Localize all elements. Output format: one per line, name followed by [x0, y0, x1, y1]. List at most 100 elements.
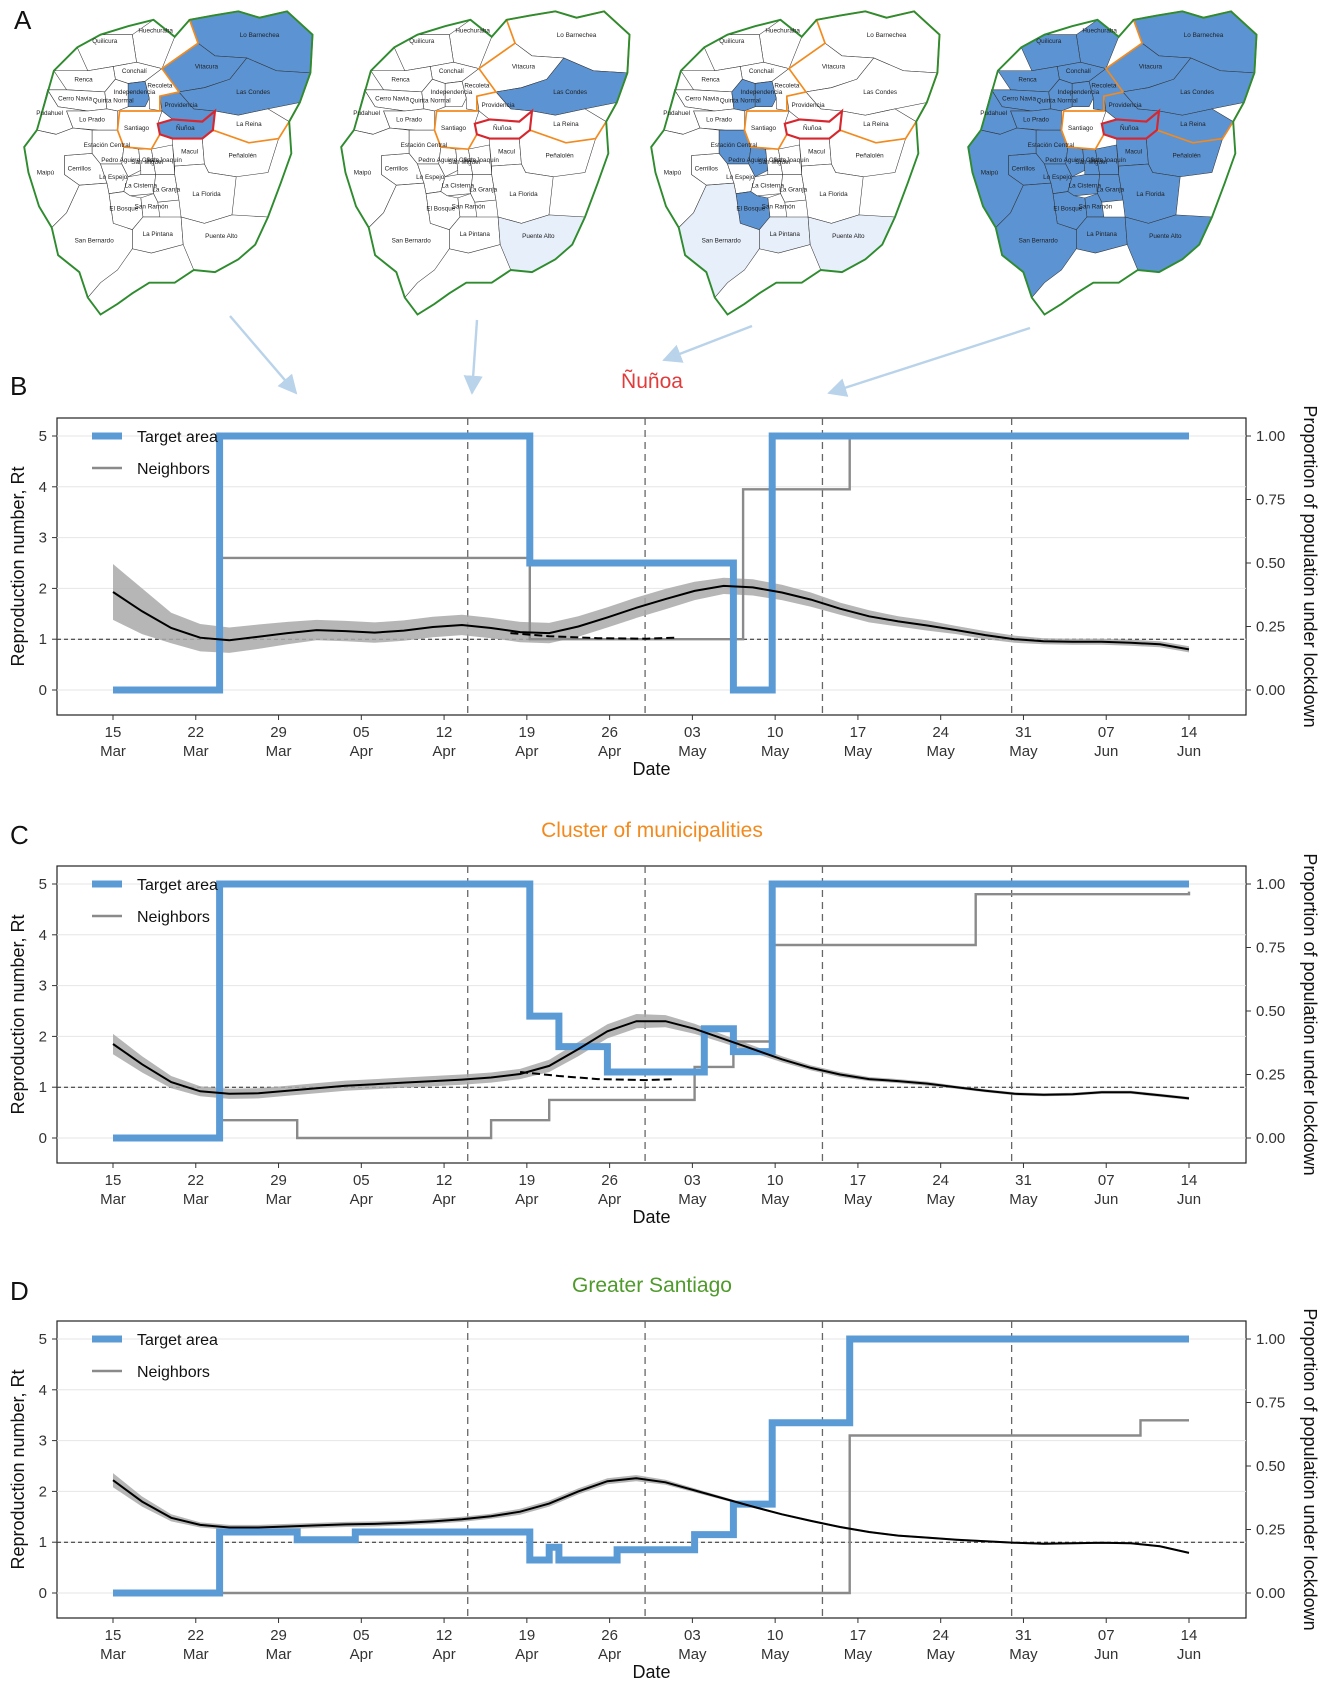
map-label: Cerrillos [68, 165, 91, 172]
x-tick-label: 14 [1181, 1627, 1198, 1644]
chart-panel-c: Cluster of municipalities 0123450.000.25… [8, 819, 1320, 1227]
map-label: Recoleta [464, 83, 490, 90]
map-label: Huechuraba [138, 28, 173, 35]
map-label: San Miguel [131, 159, 163, 166]
map-label: La Florida [192, 191, 221, 198]
x-tick-label: Mar [183, 1191, 209, 1208]
x-tick-label: Jun [1094, 743, 1118, 760]
x-tick-label: 10 [767, 724, 784, 741]
x-axis-title: Date [632, 1207, 670, 1227]
map-arrow-3 [662, 324, 753, 363]
x-tick-label: 19 [519, 724, 536, 741]
map-label: Providencia [1109, 102, 1143, 109]
map-label: Cerro Navia [375, 95, 409, 102]
municipality-la-granja [153, 174, 180, 203]
map-label: Estación Central [1028, 142, 1075, 149]
map-label: Pedro Aguirre Cerda [1045, 157, 1103, 164]
legend-label-target: Target area [137, 429, 218, 446]
y-tick-label: 4 [39, 927, 47, 944]
map-label: La Reina [1180, 121, 1206, 128]
map-label: Quinta Normal [410, 98, 451, 105]
y-tick-label: 1 [39, 631, 47, 648]
map-label: Cerrillos [1012, 165, 1035, 172]
map-label: Macul [808, 148, 825, 155]
x-tick-label: May [927, 743, 956, 760]
x-tick-label: 07 [1098, 724, 1115, 741]
map-label: Lo Barnechea [240, 32, 280, 39]
x-tick-label: May [844, 1646, 873, 1663]
target-area-step-line [113, 432, 1189, 694]
x-tick-label: Mar [266, 1646, 292, 1663]
map-label: Maipú [664, 170, 682, 177]
legend-label-neighbors: Neighbors [137, 1364, 210, 1381]
y-axis-title: Reproduction number, Rt [8, 914, 28, 1114]
map-arrow-4 [827, 326, 1031, 397]
map-label: Las Condes [236, 89, 270, 96]
y-axis-title: Reproduction number, Rt [8, 466, 28, 666]
map-label: La Florida [509, 191, 538, 198]
map-label: Cerrillos [695, 165, 718, 172]
panel-b-title: Ñuñoa [621, 369, 683, 393]
counterfactual-line [510, 632, 676, 640]
x-tick-label: 03 [684, 1627, 701, 1644]
chart-panel-d: Greater Santiago 0123450.000.250.500.751… [8, 1274, 1320, 1682]
map-label: La Cisterna [442, 182, 475, 189]
y-tick-label: 0 [39, 1585, 47, 1602]
map-label: Lo Espejo [99, 174, 128, 181]
nunoa-outline [473, 108, 534, 140]
panel-letter-b: B [10, 371, 27, 401]
map-label: Santiago [1068, 125, 1094, 132]
map-label: Macul [181, 148, 198, 155]
map-label: La Pintana [143, 231, 174, 238]
x-tick-label: 22 [187, 724, 204, 741]
map-label: Peñalolén [545, 153, 574, 160]
y-tick-label: 4 [39, 479, 47, 496]
x-tick-label: 24 [932, 1172, 949, 1189]
map-label: Puente Alto [832, 233, 865, 240]
x-tick-label: May [761, 743, 790, 760]
map-label: Pudahuel [353, 110, 380, 117]
map-label: Conchalí [122, 68, 147, 75]
map-label: Estación Central [711, 142, 758, 149]
y2-tick-label: 1.00 [1256, 428, 1285, 445]
map-label: Conchalí [439, 68, 464, 75]
x-tick-label: May [761, 1646, 790, 1663]
panel-c-title: Cluster of municipalities [541, 819, 763, 842]
x-tick-label: 12 [436, 724, 453, 741]
x-tick-label: Mar [266, 1191, 292, 1208]
x-tick-label: Apr [598, 743, 621, 760]
x-tick-label: May [927, 1646, 956, 1663]
map-label: Maipú [37, 170, 55, 177]
map-label: La Reina [553, 121, 579, 128]
map-label: San Joaquín [1090, 157, 1126, 164]
map-label: Lo Barnechea [867, 32, 907, 39]
y2-tick-label: 1.00 [1256, 876, 1285, 893]
map-label: Vitacura [822, 64, 846, 71]
map-label: Santiago [441, 125, 467, 132]
x-tick-label: 29 [270, 1172, 287, 1189]
y-tick-label: 0 [39, 1130, 47, 1147]
map-label: San Joaquín [146, 157, 182, 164]
map-label: Lo Espejo [726, 174, 755, 181]
x-tick-label: 19 [519, 1627, 536, 1644]
x-tick-label: Jun [1094, 1646, 1118, 1663]
y-tick-label: 4 [39, 1382, 47, 1399]
x-tick-label: 17 [850, 1627, 867, 1644]
x-tick-label: 26 [601, 724, 618, 741]
y-tick-label: 3 [39, 530, 47, 547]
map-label: Estación Central [84, 142, 131, 149]
x-tick-label: 14 [1181, 1172, 1198, 1189]
map-label: Lo Prado [1023, 117, 1049, 124]
map-label: San Ramón [1079, 204, 1113, 211]
x-tick-label: May [844, 743, 873, 760]
y2-tick-label: 0.00 [1256, 1130, 1285, 1147]
map-label: Lo Prado [396, 117, 422, 124]
map-label: Huechuraba [455, 28, 490, 35]
map-label: San Ramón [762, 204, 796, 211]
map-label: Quilicura [92, 38, 118, 45]
x-tick-label: Apr [598, 1646, 621, 1663]
x-tick-label: 26 [601, 1172, 618, 1189]
y-tick-label: 3 [39, 978, 47, 995]
map-label: Conchalí [749, 68, 774, 75]
map-label: Puente Alto [522, 233, 555, 240]
